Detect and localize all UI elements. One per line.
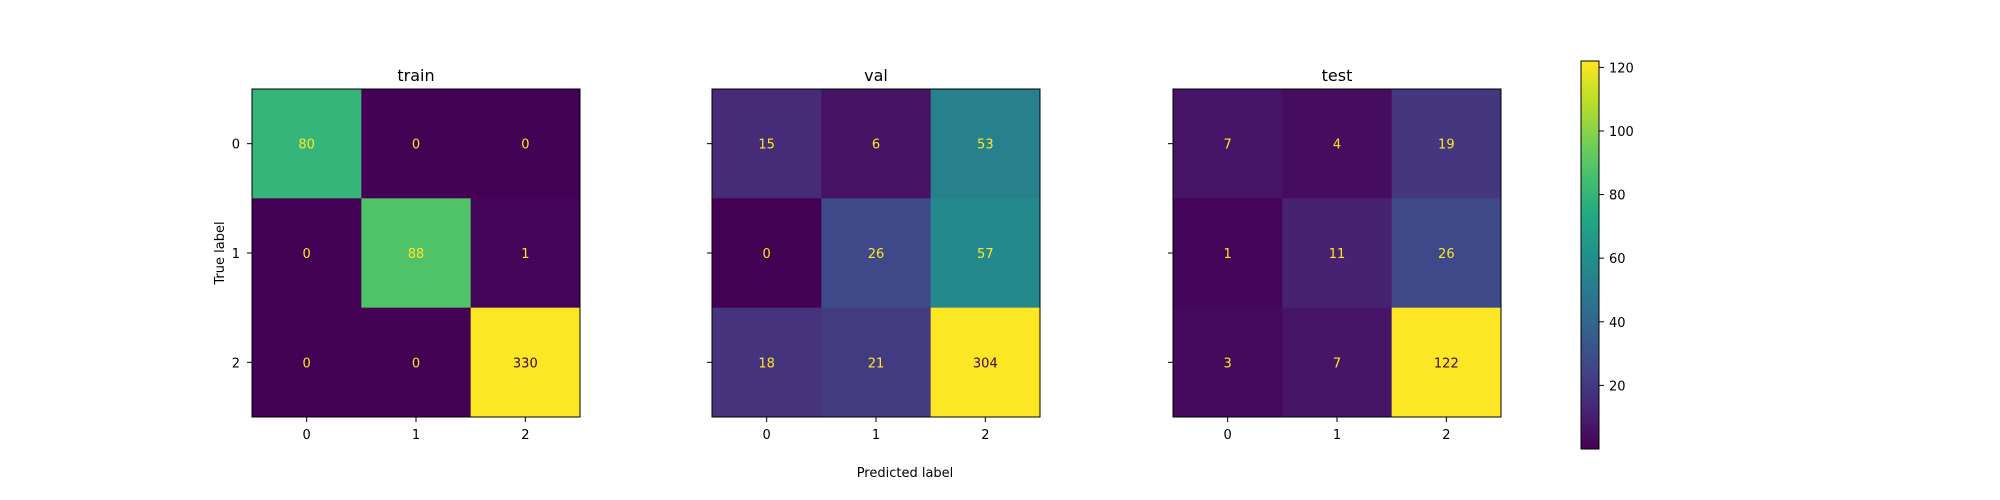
heatmap-cell bbox=[252, 307, 362, 418]
heatmap-cell bbox=[930, 198, 1041, 309]
x-tick-label: 2 bbox=[521, 428, 529, 443]
heatmap-cell bbox=[252, 89, 362, 199]
heatmap-cell bbox=[1282, 307, 1393, 418]
colorbar: 20 40 60 80 100 120 bbox=[1580, 60, 1634, 450]
cell-value-label: 11 bbox=[1329, 247, 1346, 262]
x-tick-label: 2 bbox=[981, 428, 989, 443]
colorbar-tick-label: 80 bbox=[1609, 189, 1626, 204]
x-tick-label: 1 bbox=[1333, 428, 1341, 443]
heatmap-cell bbox=[1391, 198, 1502, 309]
panel-title: test bbox=[1322, 66, 1353, 85]
heatmap-cell bbox=[712, 89, 822, 199]
cell-value-label: 88 bbox=[408, 247, 425, 262]
cell-value-label: 26 bbox=[1438, 247, 1455, 262]
heatmap-cell bbox=[821, 198, 932, 309]
y-tick-label: 1 bbox=[232, 247, 240, 262]
heatmap-cell bbox=[1173, 307, 1283, 418]
x-tick-label: 1 bbox=[872, 428, 880, 443]
heatmap-cell bbox=[1173, 89, 1283, 199]
x-axis-label: Predicted label bbox=[857, 466, 954, 481]
cell-value-label: 21 bbox=[868, 356, 885, 371]
heatmap-cell bbox=[821, 89, 932, 199]
x-tick-label: 0 bbox=[1224, 428, 1232, 443]
panel-title: train bbox=[397, 66, 434, 85]
cell-value-label: 57 bbox=[977, 247, 994, 262]
heatmap-cell bbox=[1391, 89, 1502, 199]
heatmap-cell bbox=[470, 89, 581, 199]
panel-train: train 80 0 0 0 88 1 0 0 330 0 1 2 0 1 2 bbox=[232, 66, 581, 443]
cell-value-label: 6 bbox=[872, 138, 880, 153]
heatmap-cell bbox=[361, 307, 472, 418]
cell-value-label: 80 bbox=[298, 138, 315, 153]
heatmap-cell bbox=[470, 198, 581, 309]
cell-value-label: 0 bbox=[303, 356, 311, 371]
cell-value-label: 3 bbox=[1224, 356, 1232, 371]
heatmap-cell bbox=[1282, 89, 1393, 199]
x-tick-label: 0 bbox=[303, 428, 311, 443]
heatmap-cell bbox=[470, 307, 581, 418]
y-tick-label: 0 bbox=[232, 138, 240, 153]
cell-value-label: 0 bbox=[303, 247, 311, 262]
panel-val: val 15 6 53 0 26 57 18 21 304 0 1 2 bbox=[707, 66, 1041, 443]
cell-value-label: 0 bbox=[763, 247, 771, 262]
cell-value-label: 26 bbox=[868, 247, 885, 262]
heatmap-cell bbox=[930, 89, 1041, 199]
cell-value-label: 122 bbox=[1434, 356, 1459, 371]
cell-value-label: 19 bbox=[1438, 138, 1455, 153]
cell-value-label: 53 bbox=[977, 138, 994, 153]
cell-value-label: 7 bbox=[1224, 138, 1232, 153]
cell-value-label: 4 bbox=[1333, 138, 1341, 153]
heatmap-cell bbox=[361, 198, 472, 309]
y-axis-label: True label bbox=[213, 221, 228, 285]
colorbar-tick-label: 20 bbox=[1609, 379, 1626, 394]
heatmap-cell bbox=[1391, 307, 1502, 418]
x-tick-label: 2 bbox=[1442, 428, 1450, 443]
heatmap-cell bbox=[1173, 198, 1283, 309]
heatmap-cell bbox=[821, 307, 932, 418]
cell-value-label: 1 bbox=[1224, 247, 1232, 262]
colorbar-gradient bbox=[1580, 60, 1600, 450]
x-tick-label: 0 bbox=[763, 428, 771, 443]
cell-value-label: 0 bbox=[412, 138, 420, 153]
cell-value-label: 0 bbox=[521, 138, 529, 153]
colorbar-tick-label: 40 bbox=[1609, 316, 1626, 331]
x-tick-label: 1 bbox=[412, 428, 420, 443]
cell-value-label: 1 bbox=[521, 247, 529, 262]
cell-value-label: 15 bbox=[758, 138, 775, 153]
cell-value-label: 18 bbox=[758, 356, 775, 371]
colorbar-tick-label: 60 bbox=[1609, 252, 1626, 267]
y-tick-label: 2 bbox=[232, 356, 240, 371]
colorbar-tick-label: 120 bbox=[1609, 61, 1634, 76]
heatmap-cell bbox=[712, 307, 822, 418]
cell-value-label: 7 bbox=[1333, 356, 1341, 371]
heatmap-cell bbox=[252, 198, 362, 309]
cell-value-label: 0 bbox=[412, 356, 420, 371]
heatmap-cell bbox=[1282, 198, 1393, 309]
panel-title: val bbox=[864, 66, 888, 85]
cell-value-label: 304 bbox=[973, 356, 998, 371]
cell-value-label: 330 bbox=[513, 356, 538, 371]
heatmap-cell bbox=[930, 307, 1041, 418]
colorbar-tick-label: 100 bbox=[1609, 125, 1634, 140]
heatmap-cell bbox=[361, 89, 472, 199]
heatmap-cell bbox=[712, 198, 822, 309]
